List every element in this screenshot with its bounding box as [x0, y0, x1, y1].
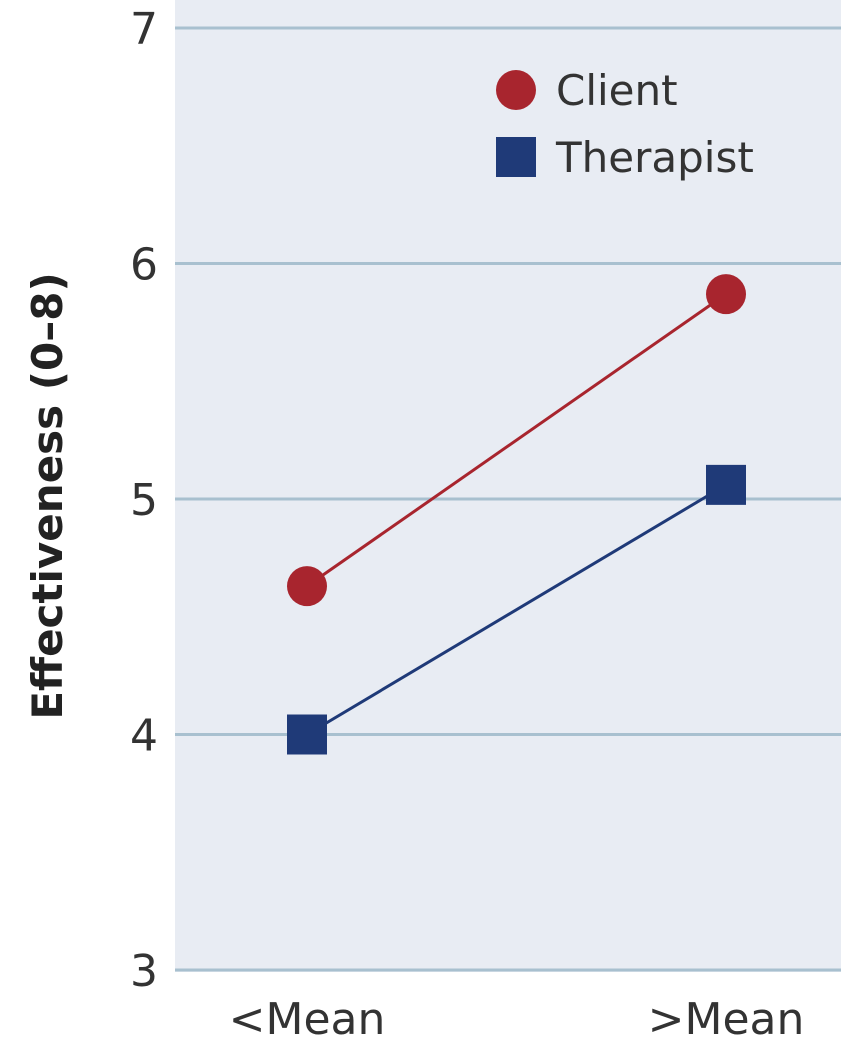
series-line-client: [306, 292, 727, 588]
series: [287, 274, 746, 755]
data-point-therapist: [706, 464, 746, 505]
legend-label: Client: [556, 66, 678, 115]
y-tick-label: 3: [130, 946, 158, 997]
x-axis-ticks: <Mean >Mean: [229, 994, 805, 1045]
legend-item-client: Client: [496, 66, 678, 115]
y-tick-label: 5: [130, 475, 158, 526]
legend-item-therapist: Therapist: [496, 133, 754, 182]
data-point-therapist: [287, 714, 327, 755]
series-line-therapist: [306, 483, 727, 736]
x-tick-label: >Mean: [648, 994, 805, 1045]
y-axis-ticks: 3 4 5 6 7: [130, 4, 158, 997]
legend-label: Therapist: [555, 133, 754, 182]
y-tick-label: 4: [130, 711, 158, 762]
y-tick-label: 7: [130, 4, 158, 55]
series-therapist: [287, 464, 746, 755]
data-point-client: [706, 274, 746, 315]
y-tick-label: 6: [130, 240, 158, 291]
y-axis-title: Effectiveness (0–8): [23, 272, 72, 719]
x-tick-label: <Mean: [229, 994, 386, 1045]
legend-marker: [496, 70, 536, 110]
series-client: [287, 274, 746, 607]
data-point-client: [287, 566, 327, 607]
legend: Client Therapist: [496, 66, 754, 182]
legend-marker: [496, 137, 536, 177]
